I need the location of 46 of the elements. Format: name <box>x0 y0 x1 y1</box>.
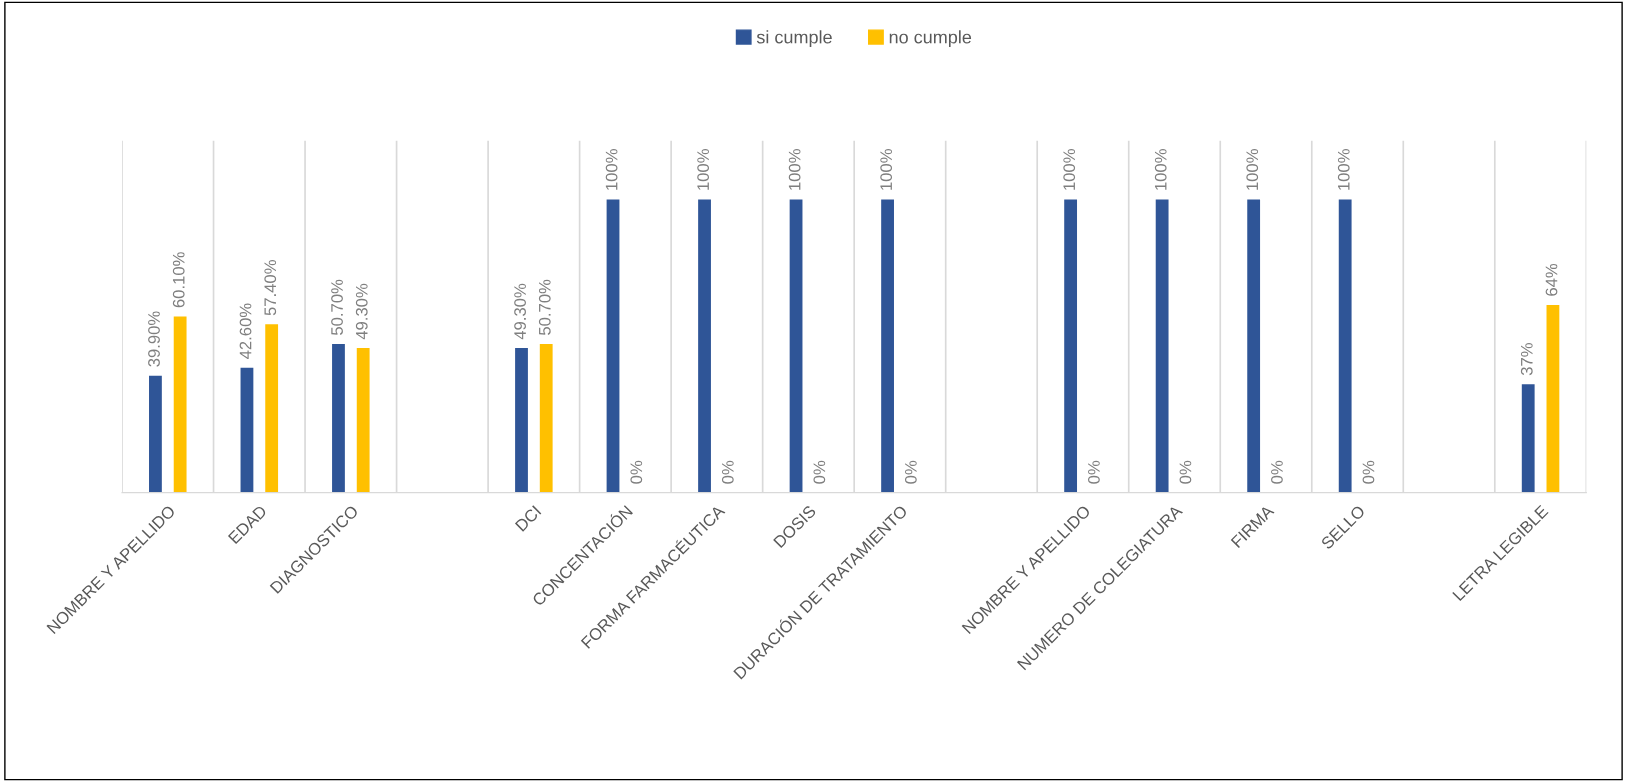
data-label: 0% <box>1088 460 1100 484</box>
bar <box>1546 304 1560 493</box>
bar <box>149 375 162 493</box>
data-label: 0% <box>904 460 917 484</box>
bar <box>1064 199 1078 493</box>
data-label: 100% <box>880 149 893 190</box>
data-label: 39.90% <box>148 311 160 367</box>
data-label: 0% <box>721 460 734 484</box>
data-label: 0% <box>813 460 826 484</box>
data-label: 100% <box>697 149 710 190</box>
data-label: 49.30% <box>355 283 368 340</box>
data-label: 100% <box>605 149 618 190</box>
bar <box>1155 199 1169 493</box>
data-label: 0% <box>1271 460 1283 484</box>
data-label: 60.10% <box>172 252 185 308</box>
data-label: 100% <box>1063 149 1076 190</box>
bar <box>881 199 894 493</box>
legend-label: si cumple <box>756 30 832 48</box>
bar <box>698 199 711 493</box>
data-label: 100% <box>1337 149 1350 190</box>
data-label: 100% <box>1154 149 1167 190</box>
bar <box>515 348 528 493</box>
data-label: 37% <box>1520 343 1533 376</box>
data-label: 100% <box>1246 149 1259 190</box>
bar <box>1247 199 1261 493</box>
data-label: 50.70% <box>538 279 551 335</box>
data-label: 0% <box>1179 460 1192 484</box>
legend-label: no cumple <box>889 30 972 48</box>
data-label: 42.60% <box>239 303 252 360</box>
data-label: 100% <box>788 149 801 190</box>
bar <box>606 199 620 493</box>
data-label: 0% <box>630 460 643 484</box>
data-label: 57.40% <box>264 260 277 316</box>
bar <box>240 367 254 493</box>
bar <box>1521 384 1535 493</box>
bar <box>1338 199 1352 493</box>
bar <box>332 343 345 493</box>
data-label: 64% <box>1545 263 1558 296</box>
bar <box>539 343 553 493</box>
bar <box>173 316 187 493</box>
bar <box>265 324 279 493</box>
data-label: 49.30% <box>514 283 526 340</box>
data-label: 0% <box>1362 460 1375 484</box>
bar <box>356 348 370 493</box>
bar <box>789 199 803 493</box>
data-label: 50.70% <box>331 279 343 335</box>
